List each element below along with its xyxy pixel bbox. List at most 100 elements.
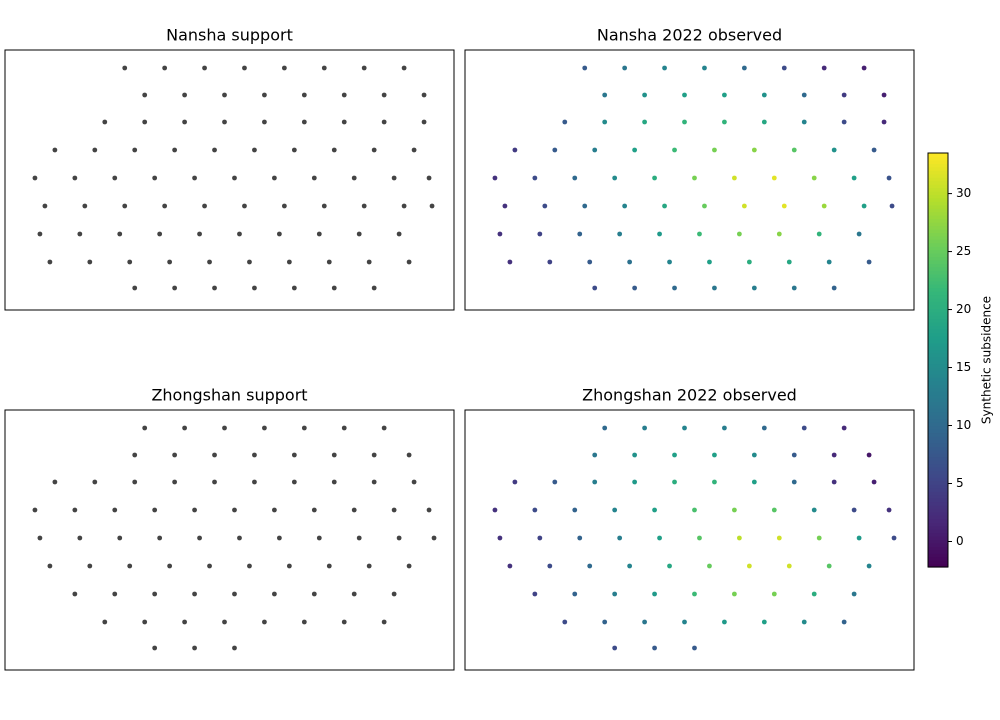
colorbar-band (928, 291, 948, 296)
colorbar-band (928, 556, 948, 561)
point (87, 563, 93, 569)
point (746, 563, 752, 569)
point (791, 479, 797, 485)
point (612, 507, 618, 513)
point (391, 175, 397, 181)
point (891, 535, 897, 541)
point (356, 231, 362, 237)
colorbar-band (928, 370, 948, 375)
point (542, 203, 548, 209)
colorbar-band (928, 394, 948, 399)
point (157, 231, 163, 237)
point (672, 452, 677, 458)
point (361, 203, 367, 209)
point (351, 591, 357, 597)
colorbar-band (928, 553, 948, 558)
colorbar-band (928, 532, 948, 537)
point (381, 92, 387, 98)
point (886, 507, 892, 513)
point (301, 619, 307, 625)
point (406, 259, 412, 265)
point (242, 65, 247, 71)
point (222, 619, 227, 625)
colorbar-tick-label: 25 (956, 244, 971, 258)
point (381, 425, 387, 431)
colorbar-band (928, 256, 948, 261)
point (692, 507, 697, 513)
point (167, 259, 173, 265)
point (856, 535, 862, 541)
colorbar-band (928, 425, 948, 430)
point (172, 479, 178, 485)
point (82, 203, 88, 209)
point (811, 175, 817, 181)
point (291, 147, 297, 153)
point (281, 65, 287, 71)
colorbar-band (928, 435, 948, 440)
point (672, 285, 677, 291)
point (821, 65, 827, 71)
point (732, 175, 737, 181)
point (537, 535, 543, 541)
point (381, 119, 387, 125)
point (741, 203, 747, 209)
point (889, 203, 895, 209)
colorbar-band (928, 294, 948, 299)
point (301, 119, 307, 125)
point (776, 535, 782, 541)
point (672, 479, 677, 485)
colorbar-band (928, 273, 948, 278)
colorbar-band (928, 546, 948, 551)
point (72, 507, 78, 513)
point (47, 259, 53, 265)
point (361, 65, 367, 71)
point (826, 259, 832, 265)
point (722, 619, 727, 625)
point (562, 619, 568, 625)
point (157, 535, 163, 541)
colorbar-band (928, 232, 948, 237)
point (127, 563, 133, 569)
point (122, 203, 128, 209)
point (142, 425, 148, 431)
colorbar-band (928, 449, 948, 454)
colorbar-band (928, 522, 948, 527)
point (786, 563, 792, 569)
colorbar-band (928, 277, 948, 282)
colorbar-band (928, 525, 948, 530)
colorbar-label: Synthetic subsidence (980, 296, 994, 424)
colorbar-band (928, 187, 948, 192)
point (276, 535, 282, 541)
point (587, 259, 593, 265)
point (866, 259, 872, 265)
colorbar-band (928, 197, 948, 202)
colorbar-band (928, 218, 948, 223)
point (582, 203, 588, 209)
point (429, 203, 435, 209)
point (612, 175, 618, 181)
colorbar-band (928, 518, 948, 523)
point (821, 203, 827, 209)
point (751, 452, 757, 458)
point (736, 535, 742, 541)
panel: Zhongshan 2022 observed (464, 386, 915, 671)
colorbar-band (928, 415, 948, 420)
point (866, 563, 872, 569)
point (587, 563, 593, 569)
point (431, 535, 437, 541)
colorbar-band (928, 401, 948, 406)
point (142, 619, 148, 625)
point (37, 231, 43, 237)
colorbar-band (928, 190, 948, 195)
point (632, 452, 638, 458)
point (152, 175, 158, 181)
colorbar-band (928, 363, 948, 368)
colorbar-band (928, 487, 948, 492)
point (722, 92, 727, 98)
colorbar-band (928, 253, 948, 258)
colorbar-band (928, 301, 948, 306)
point (492, 507, 498, 513)
point (592, 479, 598, 485)
colorbar-band (928, 270, 948, 275)
point (112, 591, 118, 597)
